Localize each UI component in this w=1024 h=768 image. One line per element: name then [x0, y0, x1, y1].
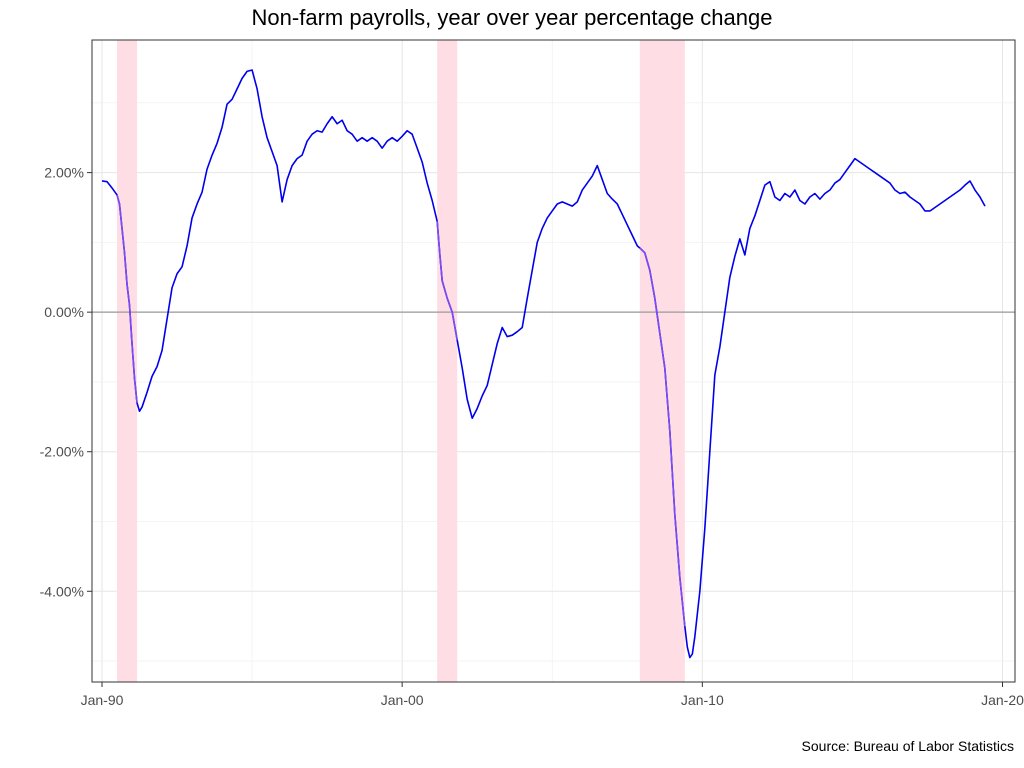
series-line-recession-segment: [436, 221, 458, 341]
y-tick-label: 2.00%: [44, 165, 84, 181]
recession-band: [117, 40, 138, 682]
x-tick-label: Jan-10: [681, 692, 724, 708]
plot-background: [92, 40, 1015, 682]
x-tick-label: Jan-90: [81, 692, 124, 708]
series-line: [101, 69, 986, 659]
recession-band: [639, 40, 685, 682]
series-line-recession-segment: [116, 194, 138, 403]
x-tick-label: Jan-00: [381, 692, 424, 708]
chart-caption: Source: Bureau of Labor Statistics: [801, 738, 1014, 754]
series-line-recession-segment: [639, 247, 686, 627]
y-tick-label: -2.00%: [40, 444, 84, 460]
plot-border: [91, 39, 1016, 683]
recession-layer: [117, 40, 685, 682]
axis-layer: Jan-90 Jan-00 Jan-10 Jan-20 -4.00% -2.00% 0.00…: [40, 165, 1024, 708]
series-layer: [101, 69, 986, 659]
x-tick-label: Jan-20: [981, 692, 1024, 708]
y-tick-label: 0.00%: [44, 304, 84, 320]
chart-title: Non-farm payrolls, year over year percen…: [251, 5, 773, 30]
y-tick-label: -4.00%: [40, 583, 84, 599]
recession-band: [437, 40, 458, 682]
